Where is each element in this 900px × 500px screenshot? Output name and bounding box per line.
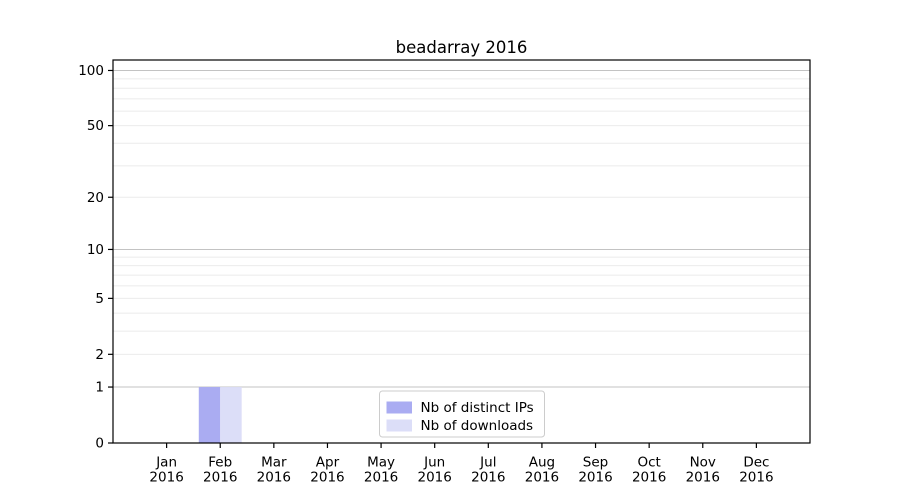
x-tick-label-year: 2016 [686,470,720,486]
x-tick-label-year: 2016 [364,470,398,486]
x-tick-label-month: Aug [529,455,555,471]
x-tick-label-month: Sep [583,455,608,471]
plot-frame [112,59,811,444]
y-tick-label: 5 [95,291,104,307]
legend-swatch-nb-of-distinct-ips [386,401,412,414]
y-tick-label: 0 [95,436,104,452]
x-tick-label-year: 2016 [525,470,559,486]
x-tick-label-year: 2016 [471,470,505,486]
bar-nb-of-distinct-ips-feb [198,387,221,443]
x-tick-label-month: Jan [155,455,177,471]
y-tick-label: 2 [95,347,104,363]
y-tick-label: 50 [87,118,104,134]
legend-label: Nb of distinct IPs [421,400,534,416]
x-tick-label-year: 2016 [632,470,666,486]
bar-nb-of-downloads-feb [220,387,242,443]
legend-label: Nb of downloads [421,418,534,434]
x-tick-label-year: 2016 [578,470,612,486]
x-tick-label-month: May [367,455,395,471]
x-tick-label-month: Apr [316,455,340,471]
y-tick-label: 100 [78,63,104,79]
x-tick-label-year: 2016 [149,470,183,486]
x-tick-label-year: 2016 [310,470,344,486]
y-tick-label: 20 [87,190,104,206]
x-tick-label-month: Jun [423,455,445,471]
x-tick-label-month: Dec [743,455,769,471]
y-tick-label: 10 [87,242,104,258]
legend-swatch-nb-of-downloads [386,419,412,432]
x-tick-label-year: 2016 [257,470,291,486]
x-tick-label-month: Nov [690,455,716,471]
x-tick-label-month: Jul [479,455,496,471]
legend-box [379,390,545,438]
x-tick-label-month: Feb [208,455,232,471]
x-tick-label-year: 2016 [418,470,452,486]
x-tick-label-month: Oct [637,455,660,471]
y-tick-label: 1 [95,380,104,396]
x-tick-label-year: 2016 [203,470,237,486]
chart-title: beadarray 2016 [396,38,528,57]
x-tick-label-month: Mar [261,455,287,471]
x-tick-label-year: 2016 [739,470,773,486]
